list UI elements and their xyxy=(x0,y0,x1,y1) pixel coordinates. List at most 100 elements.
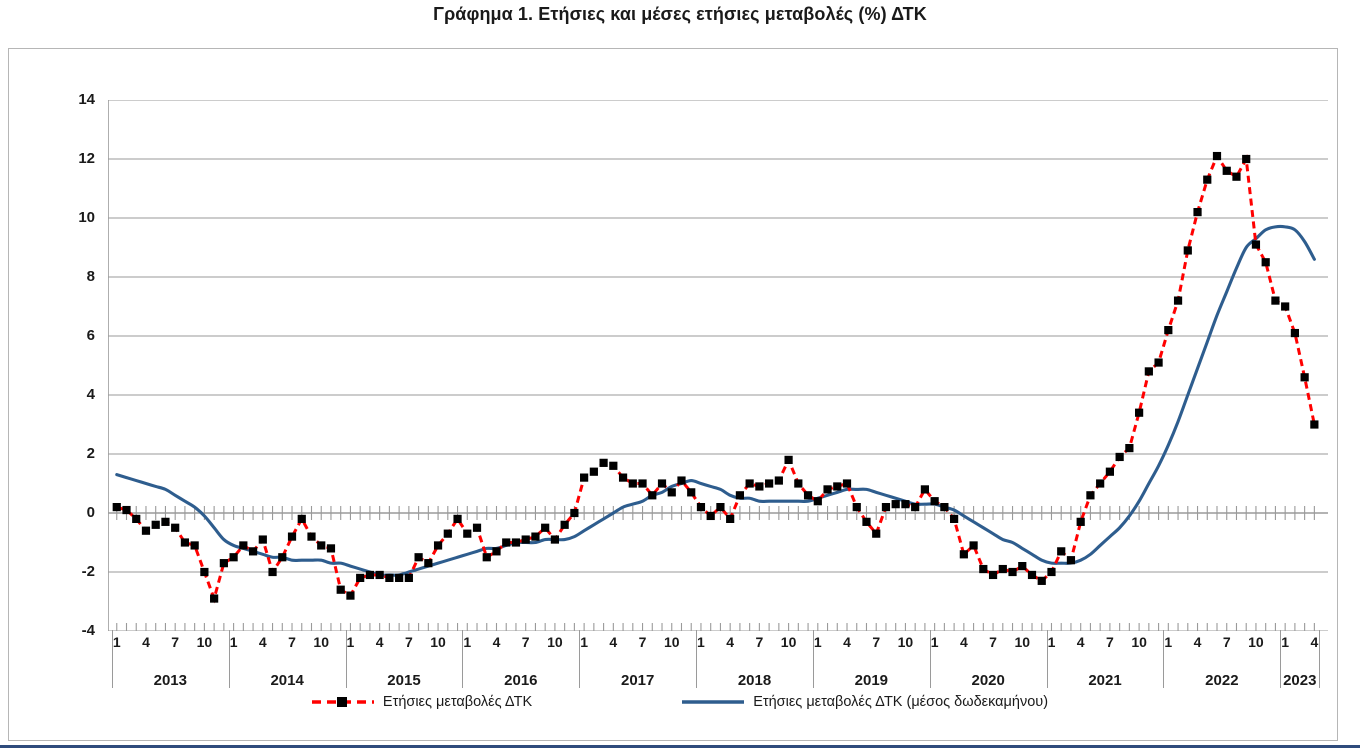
data-point-marker xyxy=(1271,296,1280,305)
x-tick-label-month: 1 xyxy=(930,634,939,650)
x-axis-year-label: 2016 xyxy=(504,672,538,689)
data-point-marker xyxy=(132,514,141,523)
data-point-marker xyxy=(414,553,423,562)
data-point-marker xyxy=(200,567,209,577)
x-tick-label-month: 7 xyxy=(638,634,647,650)
legend-item-average[interactable]: Ετήσιες μεταβολές ΔΤΚ (μέσος δωδεκαμήνου… xyxy=(682,694,1048,710)
legend-item-annual[interactable]: Ετήσιες μεταβολές ΔΤΚ xyxy=(311,694,532,710)
data-point-marker xyxy=(648,491,657,500)
data-point-marker xyxy=(1183,246,1192,255)
data-point-marker xyxy=(1300,373,1309,382)
data-point-marker xyxy=(638,479,647,488)
x-axis-year-label: 2022 xyxy=(1205,672,1239,689)
data-point-marker xyxy=(842,479,852,488)
data-point-marker xyxy=(1261,258,1270,267)
data-point-marker xyxy=(248,547,258,556)
data-point-marker xyxy=(930,497,939,506)
data-point-marker xyxy=(1144,367,1153,376)
data-point-marker xyxy=(1096,479,1105,488)
data-point-marker xyxy=(326,544,336,553)
data-point-marker xyxy=(550,535,560,544)
x-tick-label-month: 4 xyxy=(959,634,968,650)
data-point-marker xyxy=(1018,562,1027,571)
x-tick-label-month: 10 xyxy=(780,634,797,650)
data-point-marker xyxy=(706,511,715,521)
data-point-marker xyxy=(268,567,277,577)
x-tick-label-month: 1 xyxy=(1164,634,1173,650)
data-point-marker xyxy=(1135,408,1144,417)
data-point-marker xyxy=(180,538,190,547)
x-axis-year-label: 2015 xyxy=(387,672,421,689)
x-tick-label-month: 10 xyxy=(1248,634,1264,650)
x-tick-label-month: 7 xyxy=(872,634,881,650)
data-point-marker xyxy=(979,564,988,574)
data-point-marker xyxy=(1203,175,1212,184)
x-tick-label-month: 4 xyxy=(492,634,501,650)
data-point-marker xyxy=(677,476,686,485)
data-point-marker xyxy=(472,523,482,532)
x-axis-year-label: 2023 xyxy=(1283,672,1317,689)
data-point-marker xyxy=(745,479,754,488)
x-axis-year-label: 2020 xyxy=(971,672,1005,689)
x-tick-label-month: 10 xyxy=(897,634,914,650)
data-point-marker xyxy=(482,553,491,562)
data-point-marker xyxy=(823,485,832,494)
data-point-marker xyxy=(765,479,774,488)
year-separator xyxy=(1280,630,1282,688)
data-point-marker xyxy=(628,479,637,488)
x-tick-label-month: 7 xyxy=(989,634,997,650)
data-point-marker xyxy=(151,520,160,529)
data-point-marker xyxy=(1076,517,1085,526)
x-tick-label-month: 4 xyxy=(609,634,618,650)
data-point-marker xyxy=(1047,567,1056,577)
x-tick-label-month: 1 xyxy=(1281,634,1290,650)
x-tick-label-month: 4 xyxy=(843,634,851,650)
year-separator xyxy=(696,630,698,688)
data-point-marker xyxy=(161,517,170,526)
data-point-marker xyxy=(813,497,822,506)
data-point-marker xyxy=(833,482,842,491)
data-point-marker xyxy=(1066,556,1076,565)
chart-plot xyxy=(108,100,1328,631)
data-point-marker xyxy=(580,473,589,482)
data-point-marker xyxy=(872,529,881,538)
data-point-marker xyxy=(171,523,180,532)
plot-area xyxy=(108,100,1328,631)
data-point-marker xyxy=(774,476,783,485)
data-point-marker xyxy=(618,473,628,482)
year-separator xyxy=(1319,630,1321,688)
data-point-marker xyxy=(609,461,618,470)
data-point-marker xyxy=(521,535,530,544)
data-point-marker xyxy=(891,500,900,509)
year-separator xyxy=(812,630,814,688)
legend-label-average: Ετήσιες μεταβολές ΔΤΚ (μέσος δωδεκαμήνου… xyxy=(753,694,1049,710)
x-axis-year-label: 2018 xyxy=(737,672,772,689)
y-tick-label-10: 10 xyxy=(78,209,95,226)
data-point-marker xyxy=(258,535,267,544)
x-tick-label-month: 4 xyxy=(1193,634,1202,650)
year-separator xyxy=(929,630,931,688)
data-point-marker xyxy=(1242,154,1251,164)
data-point-marker xyxy=(1057,547,1066,556)
data-point-marker xyxy=(511,538,521,547)
x-tick-label-month: 4 xyxy=(1076,634,1085,650)
data-point-marker xyxy=(375,570,384,580)
data-point-marker xyxy=(385,573,394,582)
data-point-marker xyxy=(560,520,569,529)
data-point-marker xyxy=(1222,166,1231,175)
data-point-marker xyxy=(1251,240,1261,249)
y-tick-label-4: 4 xyxy=(86,386,95,403)
data-point-marker xyxy=(570,508,579,518)
data-point-marker xyxy=(716,503,725,512)
legend-key-solid-blue-icon xyxy=(682,695,745,709)
data-point-marker xyxy=(219,559,228,568)
x-tick-label-month: 10 xyxy=(313,634,329,650)
data-point-marker xyxy=(1281,302,1290,311)
x-tick-label-month: 7 xyxy=(521,634,530,650)
data-point-marker xyxy=(112,503,121,512)
data-point-marker xyxy=(122,505,131,515)
chart-frame: -4 -2 0 2 4 6 8 10 12 14 1 4 7 10 2013 1 4 7 10 2014 1 4 7 10 2… xyxy=(8,48,1338,741)
x-tick-label-month: 10 xyxy=(547,634,563,650)
data-point-marker xyxy=(852,503,861,512)
